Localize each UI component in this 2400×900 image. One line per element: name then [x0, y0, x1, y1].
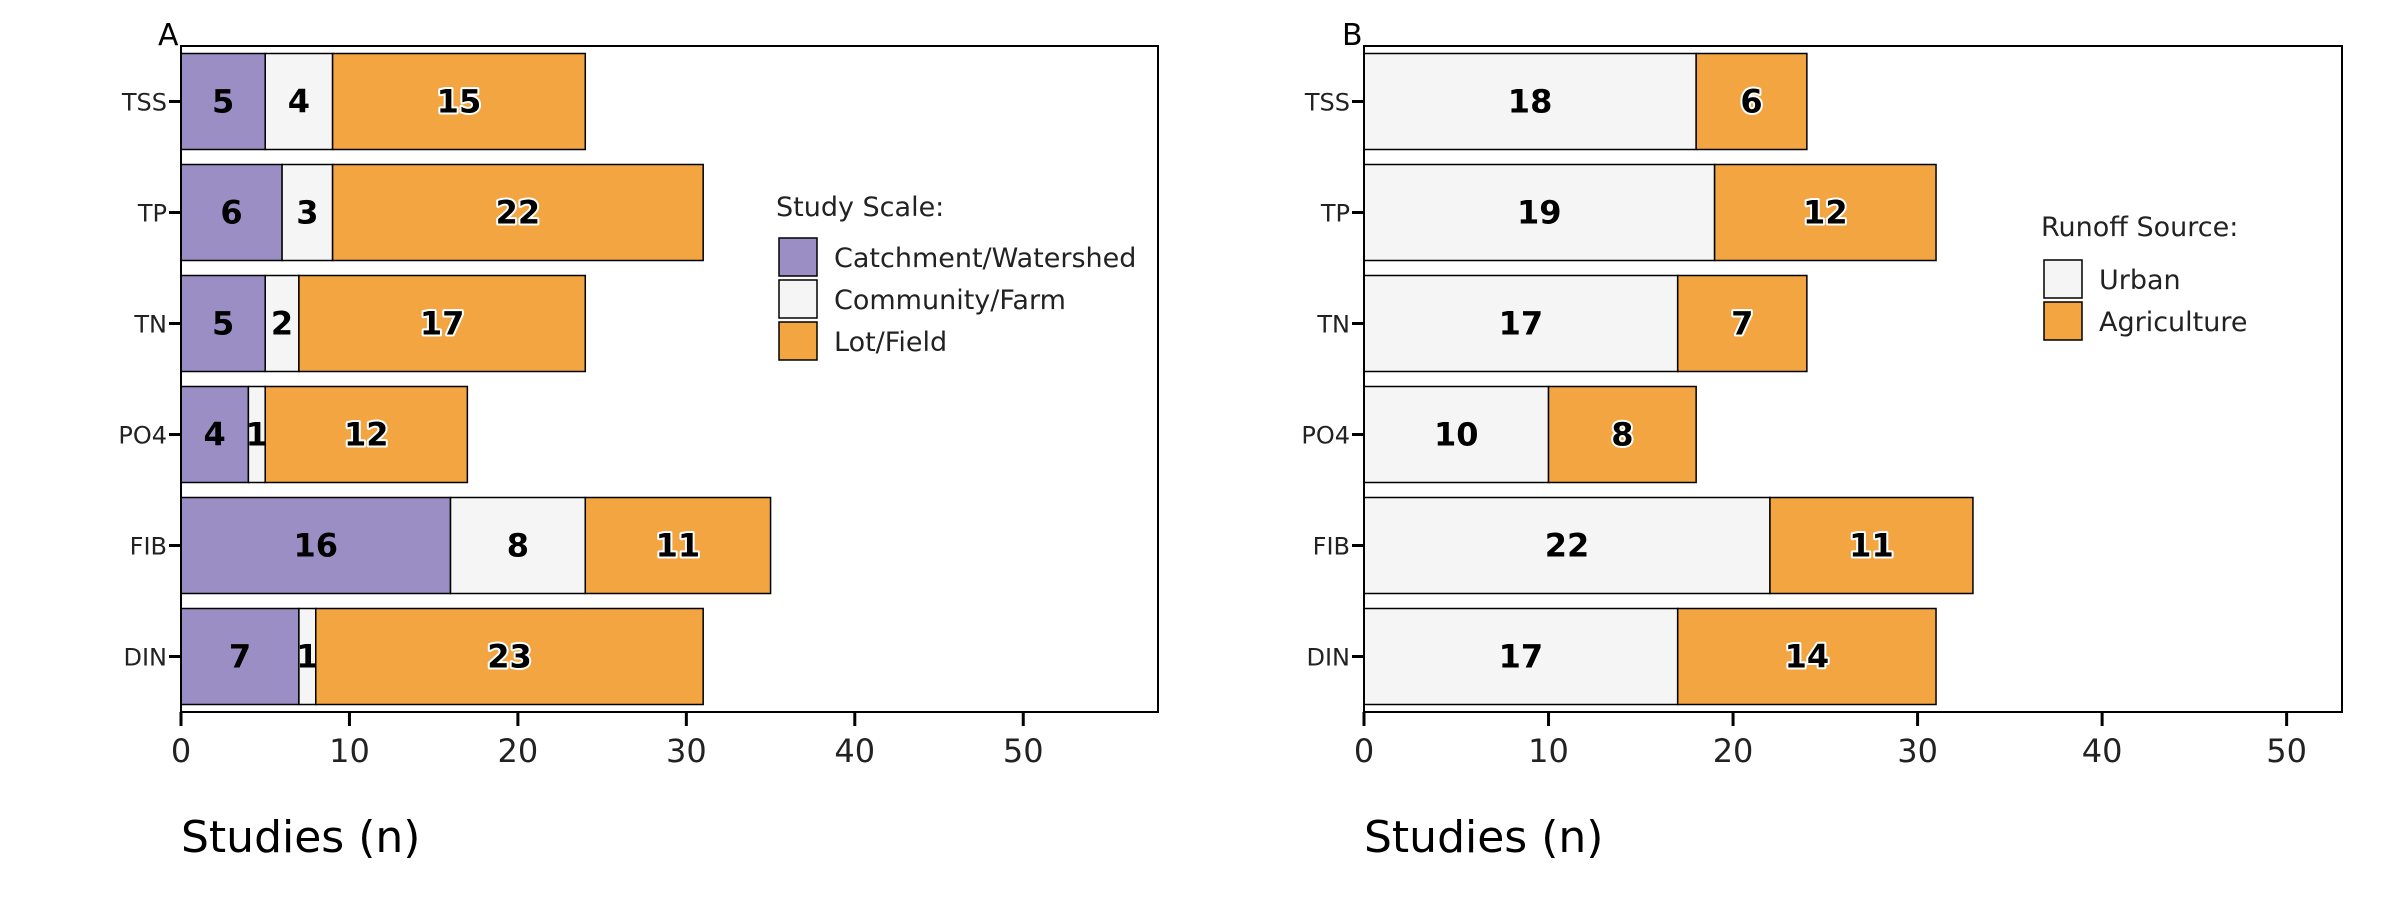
- legend-swatch: [778, 237, 818, 277]
- panel-label: B: [1342, 18, 1363, 53]
- bar-value-label: 6: [220, 194, 242, 232]
- category-label: PO4: [118, 422, 167, 450]
- bar-value-label: 10: [1434, 416, 1479, 454]
- bar-segment: [1769, 496, 1974, 595]
- bar-segment: [1363, 52, 1697, 151]
- bar-value-label: 6: [1740, 83, 1762, 121]
- category-label: TSS: [121, 89, 167, 117]
- bar-value-label: 1: [246, 416, 268, 454]
- bar-segment: [315, 607, 704, 706]
- bar-value-label: 7: [229, 638, 251, 676]
- legend-entry: Lot/Field: [834, 327, 947, 358]
- x-axis-title: Studies (n): [1364, 812, 1603, 863]
- bar-segment: [298, 274, 587, 373]
- bar-value-label: 5: [212, 83, 234, 121]
- legend-entry: Agriculture: [2099, 307, 2248, 338]
- bar-value-label: 11: [1849, 527, 1894, 565]
- bar-value-label: 23: [487, 638, 532, 676]
- bar-segment: [180, 496, 452, 595]
- bar-value-label: 22: [1545, 527, 1590, 565]
- bar-segment: [1676, 274, 1808, 373]
- category-label: DIN: [1306, 644, 1350, 672]
- bar-value-label: 1: [296, 638, 318, 676]
- bar-value-label: 16: [293, 527, 338, 565]
- plot-frame: [180, 45, 1159, 713]
- x-tick-label: 10: [1528, 732, 1569, 770]
- bar-value-label: 4: [288, 83, 310, 121]
- legend-swatch: [2043, 259, 2083, 299]
- x-tick-label: 30: [666, 732, 707, 770]
- category-label: FIB: [1313, 533, 1350, 561]
- category-label: DIN: [123, 644, 167, 672]
- bar-segment: [180, 274, 266, 373]
- bar-segment: [264, 385, 469, 484]
- bar-value-label: 22: [496, 194, 541, 232]
- legend-swatch: [778, 321, 818, 361]
- bar-segment: [1363, 274, 1679, 373]
- category-label: PO4: [1301, 422, 1350, 450]
- bar-segment: [180, 52, 266, 151]
- bar-value-label: 17: [1499, 305, 1544, 343]
- legend-title: Study Scale:: [776, 192, 944, 223]
- bar-segment: [331, 163, 704, 262]
- bar-segment: [584, 496, 772, 595]
- plot-frame: [1363, 45, 2343, 713]
- bar-segment: [1676, 607, 1937, 706]
- x-tick-label: 10: [329, 732, 370, 770]
- bar-value-label: 8: [507, 527, 529, 565]
- bar-segment: [1363, 163, 1716, 262]
- x-tick-label: 40: [2082, 732, 2123, 770]
- bar-segment: [180, 607, 300, 706]
- category-label: TN: [1316, 311, 1350, 339]
- bar-value-label: 5: [212, 305, 234, 343]
- bar-value-label: 12: [344, 416, 389, 454]
- x-tick-label: 20: [498, 732, 539, 770]
- bar-value-label: 17: [1499, 638, 1544, 676]
- bar-segment: [1363, 385, 1550, 484]
- x-tick-label: 50: [2266, 732, 2307, 770]
- category-label: TSS: [1304, 89, 1350, 117]
- x-axis-title: Studies (n): [181, 812, 420, 863]
- bar-value-label: 4: [204, 416, 226, 454]
- category-label: TP: [137, 200, 167, 228]
- bar-segment: [264, 52, 334, 151]
- category-label: TN: [133, 311, 167, 339]
- panel-b-chart: B 18 6 TSS 19 12 TP 17 7 TN 10 8 PO4 22 11 FIB 17 14 DIN 0 1…: [1301, 18, 2343, 863]
- bar-value-label: 15: [437, 83, 482, 121]
- bar-value-label: 3: [296, 194, 318, 232]
- bar-value-label: 19: [1517, 194, 1562, 232]
- x-tick-label: 40: [834, 732, 875, 770]
- bar-value-label: 8: [1611, 416, 1633, 454]
- bar-segment: [1713, 163, 1937, 262]
- bar-value-label: 18: [1508, 83, 1553, 121]
- bar-segment: [331, 52, 587, 151]
- bar-value-label: 7: [1731, 305, 1753, 343]
- legend-entry: Urban: [2099, 265, 2181, 296]
- panel-label: A: [158, 18, 179, 53]
- x-tick-label: 50: [1003, 732, 1044, 770]
- legend-swatch: [778, 279, 818, 319]
- x-tick-label: 0: [171, 732, 191, 770]
- bar-segment: [1695, 52, 1808, 151]
- bar-value-label: 11: [656, 527, 701, 565]
- bar-segment: [1547, 385, 1697, 484]
- bar-value-label: 14: [1785, 638, 1830, 676]
- bar-value-label: 17: [420, 305, 465, 343]
- legend-entry: Community/Farm: [834, 285, 1066, 316]
- category-label: FIB: [130, 533, 167, 561]
- legend-swatch: [2043, 301, 2083, 341]
- category-label: TP: [1320, 200, 1350, 228]
- x-tick-label: 0: [1354, 732, 1374, 770]
- bar-value-label: 2: [271, 305, 293, 343]
- x-tick-label: 30: [1897, 732, 1938, 770]
- x-tick-label: 20: [1713, 732, 1754, 770]
- bar-value-label: 12: [1803, 194, 1848, 232]
- bar-segment: [264, 274, 300, 373]
- legend-entry: Catchment/Watershed: [834, 243, 1136, 274]
- legend-title: Runoff Source:: [2041, 212, 2238, 243]
